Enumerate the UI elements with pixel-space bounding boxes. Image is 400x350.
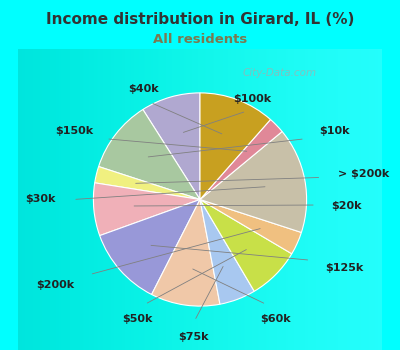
Text: City-Data.com: City-Data.com	[243, 68, 317, 78]
Wedge shape	[99, 110, 200, 200]
Wedge shape	[93, 183, 200, 236]
Text: $150k: $150k	[55, 126, 93, 135]
Text: $200k: $200k	[36, 280, 74, 290]
Text: $20k: $20k	[332, 201, 362, 211]
Text: $100k: $100k	[234, 94, 272, 104]
Text: $60k: $60k	[260, 314, 290, 324]
Wedge shape	[100, 199, 200, 294]
Text: Income distribution in Girard, IL (%): Income distribution in Girard, IL (%)	[46, 12, 354, 27]
Wedge shape	[152, 199, 220, 306]
Wedge shape	[200, 199, 292, 291]
Text: $50k: $50k	[122, 314, 152, 324]
Text: All residents: All residents	[153, 33, 247, 46]
Text: $30k: $30k	[25, 195, 56, 204]
Wedge shape	[143, 93, 200, 199]
Wedge shape	[200, 120, 282, 199]
Wedge shape	[200, 199, 254, 304]
Wedge shape	[200, 132, 307, 232]
Text: $125k: $125k	[326, 264, 364, 273]
Wedge shape	[200, 199, 301, 254]
Text: $40k: $40k	[128, 84, 159, 94]
Text: $75k: $75k	[178, 332, 209, 342]
Text: $10k: $10k	[319, 126, 350, 135]
Wedge shape	[200, 93, 270, 199]
Wedge shape	[95, 167, 200, 200]
Text: > $200k: > $200k	[338, 169, 389, 180]
